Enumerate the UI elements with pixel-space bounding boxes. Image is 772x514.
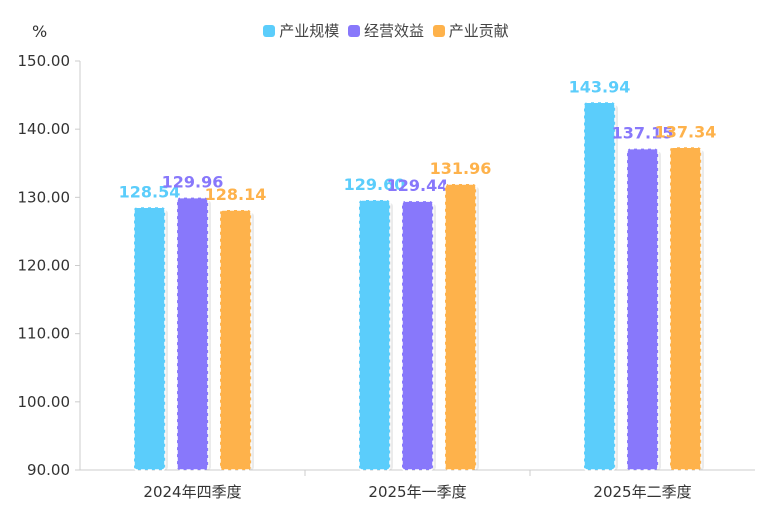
x-tick-label: 2025年一季度 bbox=[368, 483, 466, 501]
bar bbox=[401, 200, 434, 471]
data-label: 129.96 bbox=[162, 173, 224, 192]
y-tick-label: 90.00 bbox=[27, 461, 70, 479]
data-label: 131.96 bbox=[430, 159, 492, 178]
y-tick-label: 120.00 bbox=[18, 257, 71, 275]
bar bbox=[176, 196, 209, 471]
bar bbox=[133, 206, 166, 471]
data-label: 137.15 bbox=[612, 124, 674, 143]
bar bbox=[219, 209, 252, 471]
legend-item-contribution[interactable]: 产业贡献 bbox=[432, 20, 509, 41]
bar bbox=[626, 147, 659, 471]
data-label: 129.44 bbox=[387, 176, 449, 195]
legend-item-benefit[interactable]: 经营效益 bbox=[347, 20, 424, 41]
y-tick-label: 130.00 bbox=[18, 188, 71, 206]
bar bbox=[358, 199, 391, 471]
legend-label-contribution: 产业贡献 bbox=[448, 22, 509, 40]
y-tick-label: 100.00 bbox=[18, 393, 71, 411]
bar bbox=[583, 101, 616, 471]
y-tick-label: 150.00 bbox=[18, 52, 71, 70]
y-axis-unit: % bbox=[32, 22, 48, 41]
data-label: 129.60 bbox=[344, 175, 406, 194]
y-tick-label: 110.00 bbox=[18, 325, 71, 343]
data-label: 137.34 bbox=[655, 122, 717, 141]
data-label: 128.54 bbox=[119, 182, 181, 201]
data-label: 143.94 bbox=[569, 77, 631, 96]
x-tick-label: 2024年四季度 bbox=[143, 483, 241, 501]
x-tick-label: 2025年二季度 bbox=[593, 483, 691, 501]
legend-label-scale: 产业规模 bbox=[279, 22, 340, 40]
legend-swatch-contribution bbox=[432, 24, 445, 37]
legend-label-benefit: 经营效益 bbox=[363, 22, 424, 40]
data-label: 128.14 bbox=[205, 185, 267, 204]
chart-legend[interactable]: 产业规模 经营效益 产业贡献 bbox=[0, 20, 772, 41]
bar bbox=[669, 146, 702, 471]
legend-swatch-benefit bbox=[347, 24, 360, 37]
y-tick-label: 140.00 bbox=[18, 120, 71, 138]
legend-swatch-scale bbox=[263, 24, 276, 37]
legend-item-scale[interactable]: 产业规模 bbox=[263, 20, 339, 41]
bar bbox=[444, 183, 477, 471]
